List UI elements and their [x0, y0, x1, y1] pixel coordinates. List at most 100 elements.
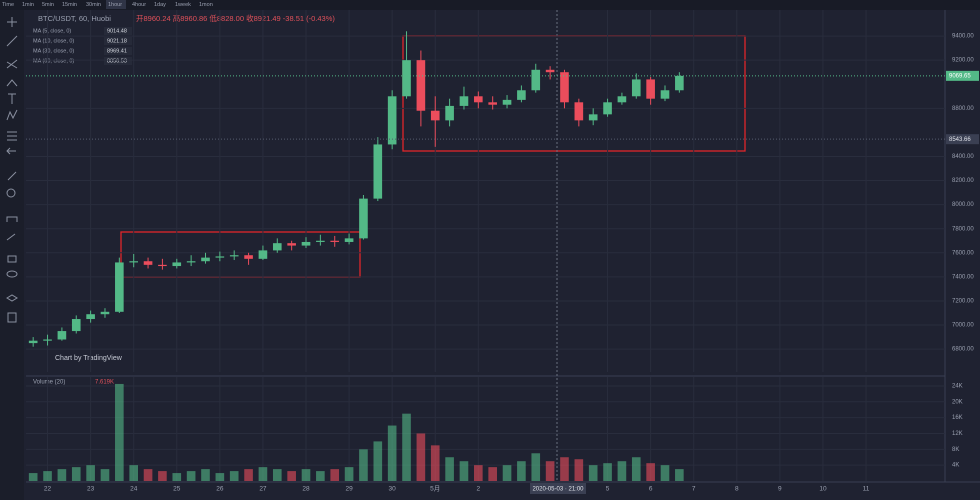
volume-bar [387, 425, 397, 481]
trash-tool[interactable] [7, 312, 17, 323]
candle-body [186, 261, 196, 263]
top-toolbar [0, 0, 980, 10]
volume-bar [57, 469, 67, 481]
volume-bar [186, 471, 196, 481]
interval-button[interactable]: 4hour [132, 2, 146, 8]
layers-tool[interactable] [6, 294, 18, 302]
indicator-value-box [104, 37, 132, 45]
x-tick-label: 22 [44, 486, 52, 493]
volume-bar [115, 383, 124, 481]
tool-icons[interactable] [6, 17, 18, 323]
volume-tick-label: 8K [952, 447, 959, 453]
symbol: BTC/USDT, 60, Huobi [38, 14, 111, 23]
interval-button[interactable]: 15min [62, 2, 77, 8]
candle-body [402, 60, 411, 97]
volume-bar [660, 465, 670, 481]
last-price-label: 9069.65 [949, 73, 971, 79]
candle-body [258, 250, 268, 259]
x-tick-label: 24 [130, 486, 138, 493]
volume-bar [560, 457, 569, 481]
volume-bar [488, 467, 497, 481]
volume-bar [258, 467, 268, 481]
interval-button[interactable]: 1mon [199, 2, 213, 8]
volume-bar [330, 469, 340, 481]
volume-bar [531, 453, 541, 481]
candle-body [244, 255, 253, 259]
zoom-tool[interactable] [6, 188, 16, 198]
x-tick-label: 26 [216, 486, 224, 493]
interval-button[interactable]: Time [2, 2, 14, 8]
volume-bar [603, 463, 612, 481]
interval-button[interactable]: 30min [86, 2, 101, 8]
candle-body [646, 79, 655, 99]
volume-bar [675, 469, 684, 481]
candle-body [143, 261, 153, 265]
candle-body [229, 255, 239, 257]
x-tick-label: 27 [259, 486, 267, 493]
fib-tool[interactable] [6, 59, 18, 69]
volume-bar [517, 461, 526, 481]
y-tick-label: 9200.00 [952, 58, 974, 64]
marked-price-box [946, 134, 979, 145]
candle-body [373, 144, 383, 199]
x-tick-label: 7 [692, 486, 696, 493]
interval-button[interactable]: 1day [154, 2, 166, 8]
volume-bar [430, 445, 440, 481]
indicator-value-box [104, 47, 132, 55]
volume-bar [588, 465, 598, 481]
watermark[interactable]: Chart by TradingView [55, 355, 123, 362]
crosshair-tool[interactable] [7, 17, 17, 27]
crosshair-box [530, 483, 586, 494]
candle-body [86, 314, 95, 320]
eye-tool[interactable] [6, 270, 18, 278]
interval-button[interactable]: 1week [175, 2, 191, 8]
candle-body [387, 96, 397, 145]
y-tick-label: 7600.00 [952, 250, 974, 256]
candle-body [675, 75, 684, 91]
pattern-tool-2[interactable] [6, 109, 18, 121]
volume-bar [28, 473, 38, 481]
y-tick-label: 8400.00 [952, 154, 974, 160]
volume-bar [344, 467, 354, 481]
candle-body [301, 241, 311, 246]
line-tool[interactable] [6, 35, 18, 47]
volume-bar [244, 469, 253, 481]
candle-body [272, 243, 282, 251]
candle-body [459, 96, 469, 106]
x-tick-label: 2 [477, 486, 481, 493]
text-tool[interactable] [8, 93, 16, 104]
candle-body [474, 96, 483, 103]
ruler-tool[interactable] [7, 171, 17, 181]
x-tick-label: 5 [606, 486, 610, 493]
candle-body [560, 72, 569, 103]
volume-bar [301, 469, 311, 481]
magnet-tool[interactable] [6, 216, 18, 222]
indicator-name: MA (5, close, 0) [33, 28, 71, 34]
volume-bar [201, 469, 210, 481]
volume-bar [459, 461, 469, 481]
y-tick-label: 7400.00 [952, 274, 974, 280]
x-tick-label: 29 [345, 486, 353, 493]
indicator-value: 8856.53 [107, 58, 127, 64]
x-tick-label: 10 [819, 486, 827, 493]
volume-tick-label: 12K [952, 431, 963, 437]
candle-body [517, 90, 526, 100]
volume-tick-label: 16K [952, 415, 963, 421]
lock-tool[interactable] [7, 255, 17, 263]
candle-body [129, 261, 139, 263]
back-tool[interactable] [6, 147, 16, 155]
interval-button[interactable]: 1min [22, 2, 34, 8]
volume-bar [229, 471, 239, 481]
pattern-tool[interactable] [6, 79, 18, 87]
candle-body [57, 331, 67, 340]
interval-button[interactable]: 5min [42, 2, 54, 8]
volume-bar [71, 467, 81, 481]
x-tick-label: 23 [87, 486, 95, 493]
candle-body [617, 96, 627, 103]
indicator-name: MA (60, close, 0) [33, 58, 74, 64]
interval-button[interactable]: 1hour [108, 2, 122, 8]
measure-tool[interactable] [7, 131, 17, 141]
brush-tool[interactable] [6, 233, 16, 241]
candle-body [100, 311, 110, 315]
